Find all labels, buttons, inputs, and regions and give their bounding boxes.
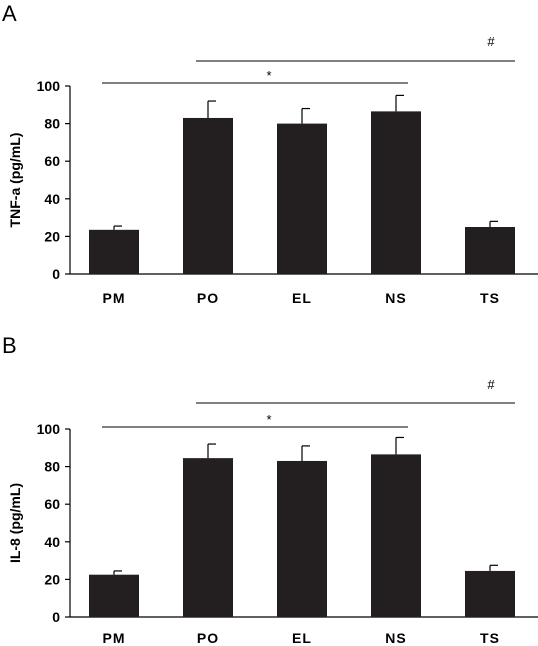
bar-el xyxy=(277,123,327,274)
category-label-po: PO xyxy=(197,290,219,306)
y-tick-label: 100 xyxy=(37,78,61,94)
category-label-pm: PM xyxy=(103,290,126,306)
category-label-el: EL xyxy=(292,630,312,646)
y-tick-label: 20 xyxy=(44,571,60,587)
y-axis-label: IL-8 (pg/mL) xyxy=(7,483,23,563)
category-label-ts: TS xyxy=(480,630,500,646)
bar-ns xyxy=(371,111,421,274)
y-tick-label: 80 xyxy=(44,116,60,132)
chart-panel-a: A 0 20 40 60 80 100 TNF-a (pg/mL) PM PO EL NS TS * # xyxy=(2,1,538,306)
category-label-pm: PM xyxy=(103,630,126,646)
category-label-po: PO xyxy=(197,630,219,646)
category-label-ts: TS xyxy=(480,290,500,306)
y-tick-label: 20 xyxy=(44,228,60,244)
panel-letter: B xyxy=(2,333,17,358)
category-label-ns: NS xyxy=(385,290,406,306)
chart-panel-b: B 0 20 40 60 80 100 IL-8 (pg/mL) PM PO EL NS TS * # xyxy=(2,333,538,646)
y-tick-label: 60 xyxy=(44,153,60,169)
bar-pm xyxy=(89,229,139,274)
y-tick-label: 60 xyxy=(44,496,60,512)
bar-po xyxy=(183,117,233,275)
bar-el xyxy=(277,460,327,617)
y-tick-label: 80 xyxy=(44,459,60,475)
asterisk-marker: * xyxy=(266,412,271,427)
category-label-el: EL xyxy=(292,290,312,306)
y-tick-label: 100 xyxy=(37,421,61,437)
y-tick-label: 0 xyxy=(52,609,60,625)
bar-ns xyxy=(371,454,421,617)
y-axis-label: TNF-a (pg/mL) xyxy=(7,133,23,228)
y-tick-label: 40 xyxy=(44,191,60,207)
bar-pm xyxy=(89,574,139,617)
panel-letter: A xyxy=(2,1,17,26)
bar-ts xyxy=(465,227,515,274)
category-label-ns: NS xyxy=(385,630,406,646)
y-tick-label: 40 xyxy=(44,534,60,550)
bar-ts xyxy=(465,570,515,617)
hash-marker: # xyxy=(487,34,495,49)
y-tick-label: 0 xyxy=(52,266,60,282)
asterisk-marker: * xyxy=(266,68,271,83)
bar-po xyxy=(183,458,233,617)
hash-marker: # xyxy=(487,377,495,392)
